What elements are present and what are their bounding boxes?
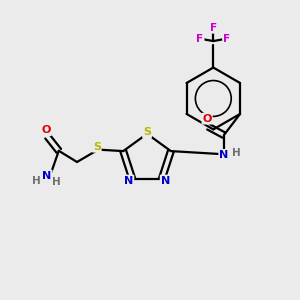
Text: F: F xyxy=(210,23,217,33)
Text: O: O xyxy=(202,114,212,124)
Text: S: S xyxy=(143,127,151,137)
Text: F: F xyxy=(223,34,230,44)
Text: O: O xyxy=(41,125,51,135)
Text: N: N xyxy=(42,170,52,181)
Text: N: N xyxy=(124,176,134,186)
Text: H: H xyxy=(52,177,61,187)
Text: N: N xyxy=(161,176,170,186)
Text: H: H xyxy=(232,148,241,158)
Text: F: F xyxy=(196,34,204,44)
Text: H: H xyxy=(32,176,40,186)
Text: N: N xyxy=(219,150,229,160)
Text: S: S xyxy=(93,142,101,152)
